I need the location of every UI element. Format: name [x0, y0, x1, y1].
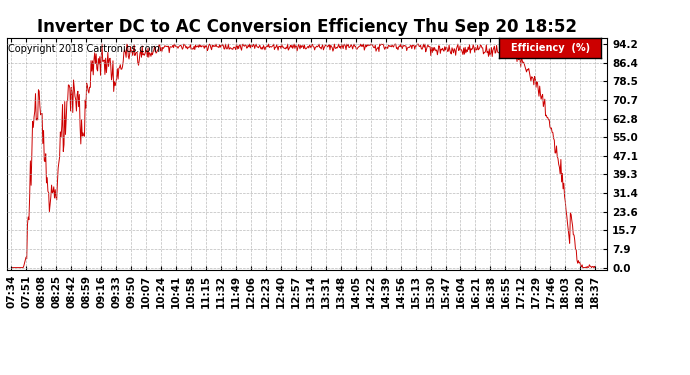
Title: Inverter DC to AC Conversion Efficiency Thu Sep 20 18:52: Inverter DC to AC Conversion Efficiency …	[37, 18, 577, 36]
Text: Copyright 2018 Cartronics.com: Copyright 2018 Cartronics.com	[8, 45, 159, 54]
